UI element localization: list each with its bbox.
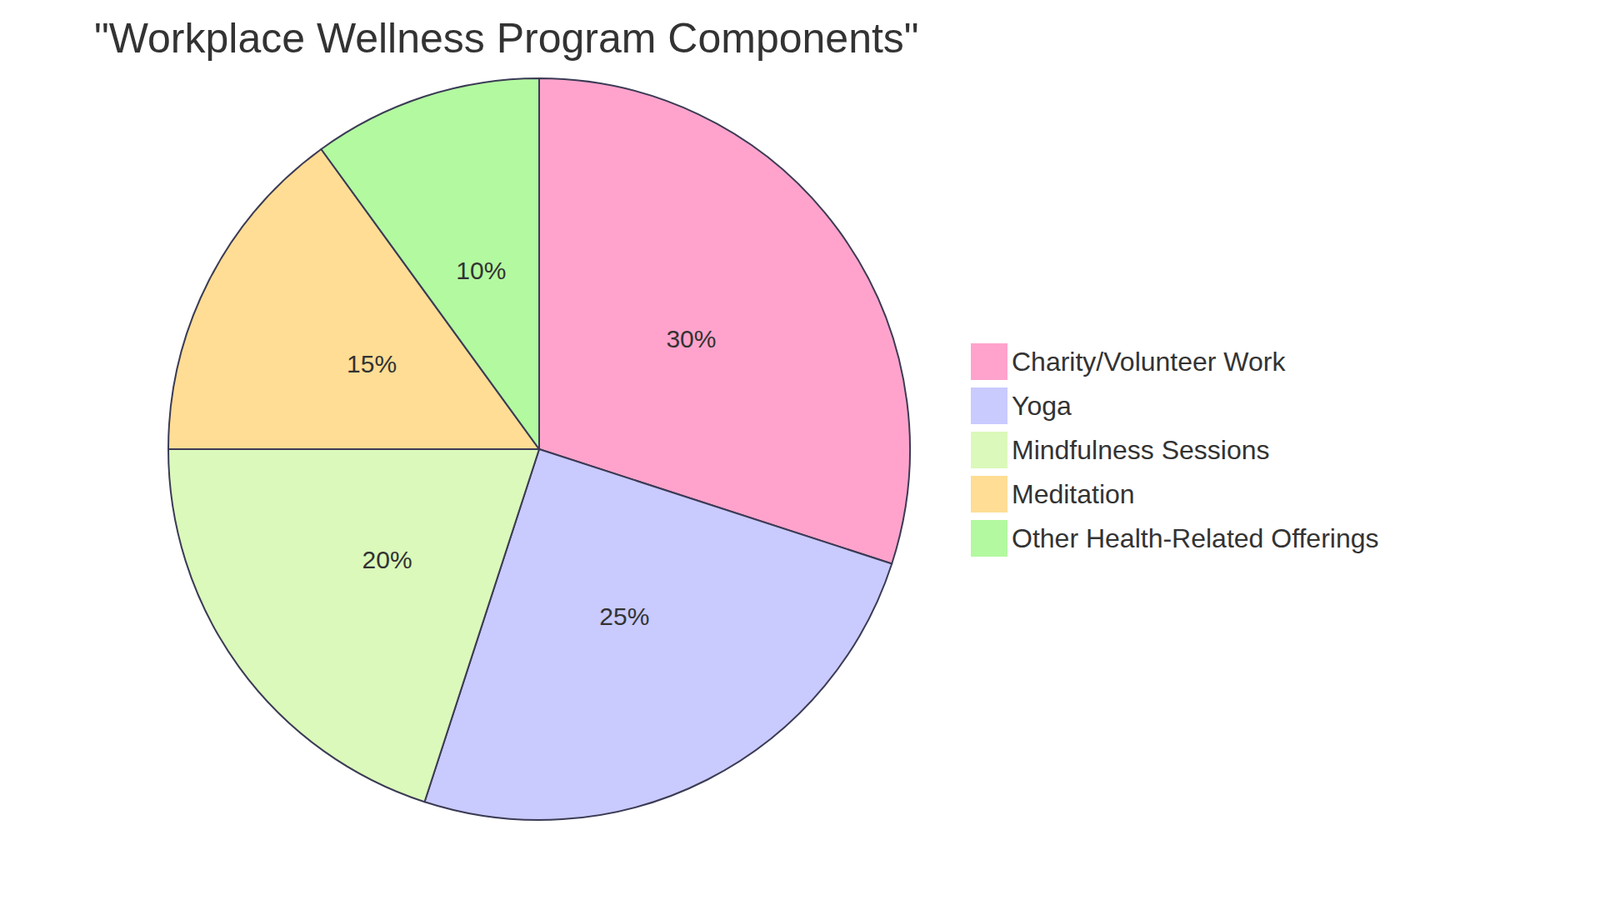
svg-text:"Workplace Wellness Program Co: "Workplace Wellness Program Components"	[94, 15, 920, 62]
svg-text:15%: 15%	[346, 350, 397, 378]
svg-text:Charity/Volunteer Work: Charity/Volunteer Work	[1011, 346, 1286, 377]
svg-text:Yoga: Yoga	[1011, 390, 1072, 421]
svg-text:Mindfulness Sessions: Mindfulness Sessions	[1011, 435, 1270, 465]
svg-text:25%: 25%	[599, 602, 650, 630]
svg-text:30%: 30%	[665, 325, 716, 353]
svg-text:Meditation: Meditation	[1011, 479, 1135, 510]
svg-text:Other Health-Related Offerings: Other Health-Related Offerings	[1011, 523, 1380, 554]
svg-text:10%: 10%	[455, 256, 506, 285]
svg-text:20%: 20%	[362, 545, 413, 574]
